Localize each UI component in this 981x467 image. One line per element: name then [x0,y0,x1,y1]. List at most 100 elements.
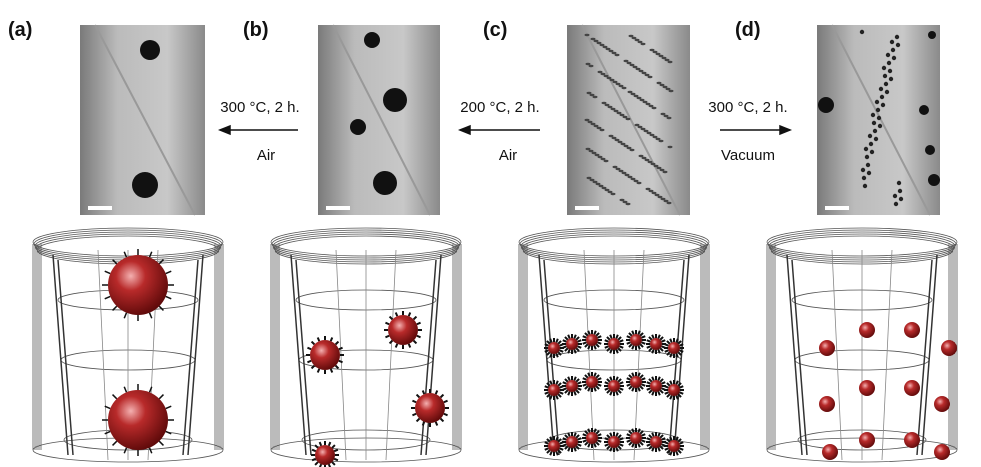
ligand [576,379,579,382]
ligand [676,381,678,385]
arrow-atmosphere: Air [499,147,517,164]
ligand [574,335,576,339]
particle [899,197,903,201]
particle [610,79,615,81]
sphere [586,432,598,444]
particle [897,181,901,185]
particle [594,40,599,42]
ligand [558,383,561,386]
sphere [904,322,920,338]
ligand [596,375,599,378]
nanoparticle [646,376,666,396]
ligand [616,448,618,452]
particle [602,187,607,189]
ligand [124,387,126,393]
ligand [605,346,609,348]
ligand [149,313,151,319]
ligand [629,386,632,389]
particle [893,194,897,198]
ligand [610,433,612,437]
ligand [563,388,567,390]
ligand [647,340,651,342]
sphere [608,436,620,448]
ligand [105,271,111,273]
ligand [607,446,610,449]
ligand [647,346,651,348]
ligand [680,350,684,352]
particle [876,108,880,112]
ligand [390,317,393,320]
ligand [607,337,610,340]
particle [641,128,646,130]
ligand [678,450,681,453]
particle [611,193,616,195]
particle [605,104,610,106]
particle [641,43,646,45]
ligand [620,444,624,446]
ligand [660,337,663,340]
particle [635,124,640,126]
ligand [640,333,643,336]
sphere [548,384,560,396]
ligand [574,377,576,381]
ligand [318,337,320,341]
ligand [124,252,126,258]
ligand [652,377,654,381]
nanoparticle [306,336,344,374]
ligand [667,383,670,386]
particle [659,140,664,142]
ligand [565,435,568,438]
ligand [578,438,582,440]
ligand [658,350,660,354]
particle [665,59,670,61]
ligand [588,429,590,433]
ligand [627,336,631,338]
ligand [616,335,618,339]
ligand [556,354,558,358]
ligand [320,442,322,446]
particle [651,163,656,165]
particle [657,82,662,84]
nanoparticle [604,376,624,396]
particle [615,54,620,56]
ligand [678,352,681,355]
particle [887,61,891,65]
ligand [423,390,425,394]
particle [611,108,616,110]
particle [631,93,636,95]
nanoparticle [582,330,602,350]
ligand [649,348,652,351]
ligand [574,392,576,396]
particle [591,38,596,40]
particle [878,124,882,128]
particle [870,150,874,154]
particle [667,117,672,119]
ligand [545,344,549,346]
particle [656,53,661,55]
ligand [339,348,343,350]
nanoparticle [664,436,684,456]
particle [895,35,899,39]
particle [601,158,606,160]
particle [864,147,868,151]
ligand [665,448,669,450]
sphere [859,432,875,448]
sphere [859,380,875,396]
ligand [578,444,582,446]
particle [869,142,873,146]
ligand [658,377,660,381]
ligand [607,348,610,351]
particle [647,132,652,134]
ligand [417,395,420,398]
ligand [629,333,632,336]
ligand [105,296,111,298]
particle [667,202,672,204]
particle [668,61,673,63]
ligand [578,346,582,348]
particle [664,200,669,202]
ligand [632,346,634,350]
particle [663,86,668,88]
ligand [640,431,643,434]
nanoparticle [411,389,449,427]
nanoparticle [582,428,602,448]
